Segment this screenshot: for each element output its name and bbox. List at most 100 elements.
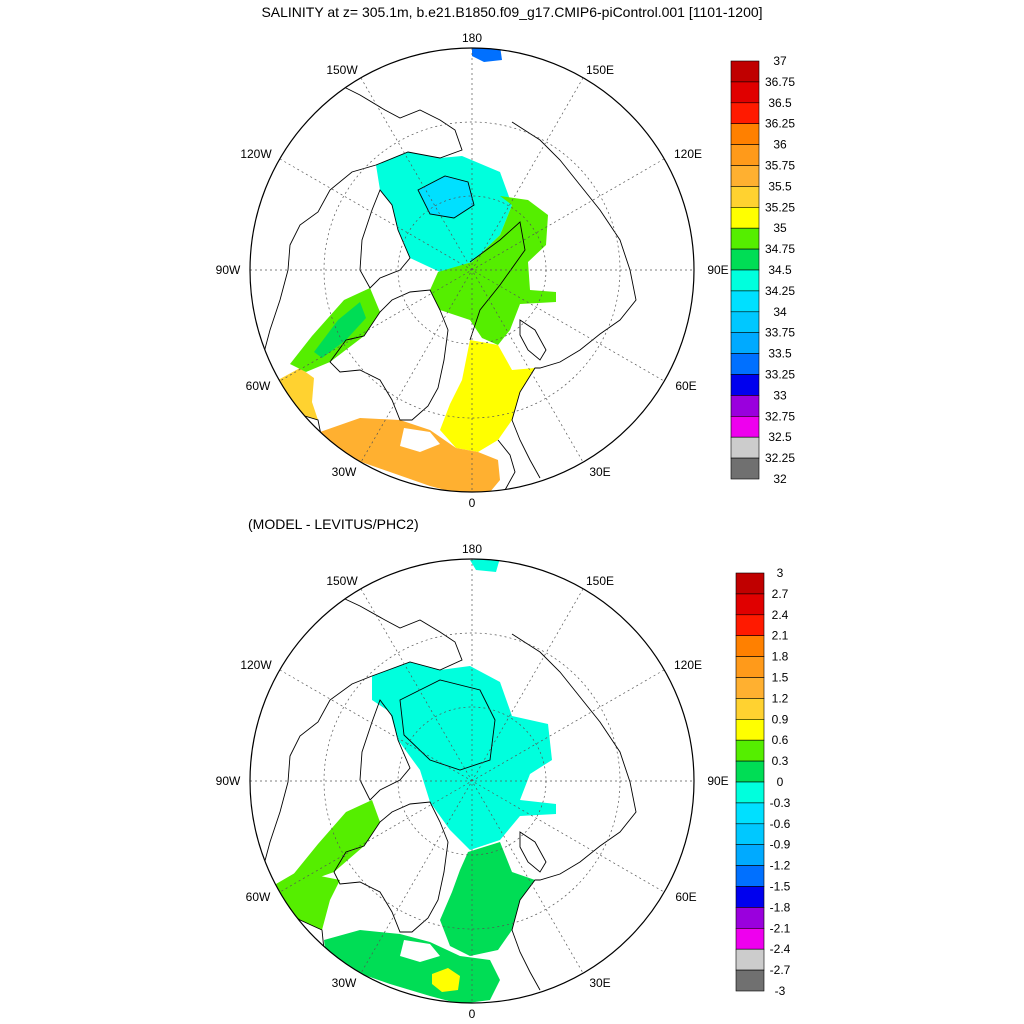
difference-colorbar-box [735, 802, 765, 825]
salinity-colorbar-box [730, 374, 760, 396]
salinity-region-nordic-seas [320, 418, 500, 492]
lon-label-90e: 90E [707, 263, 728, 277]
lon-label-120w-b: 120W [240, 658, 272, 672]
salinity-colorbar-label: 33.5 [768, 347, 792, 361]
lon-label-150w-b: 150W [326, 574, 358, 588]
salinity-colorbar-box [730, 311, 760, 333]
lon-label-90w: 90W [216, 263, 241, 277]
difference-region-canada-basin [372, 662, 556, 850]
lon-label-90w-b: 90W [216, 774, 241, 788]
difference-colorbar-label: 1.5 [772, 671, 789, 685]
difference-colorbar-label: 1.8 [772, 650, 789, 664]
salinity-colorbar-box [730, 353, 760, 375]
difference-colorbar-box [735, 969, 765, 992]
salinity-colorbar-box [730, 436, 760, 459]
salinity-colorbar-box [730, 457, 760, 480]
contour-eurasian [469, 221, 526, 341]
difference-colorbar-box [735, 886, 765, 908]
difference-colorbar-box [735, 614, 765, 636]
coast-eurasia [511, 121, 637, 479]
difference-colorbar-box [735, 635, 765, 657]
difference-colorbar-label: -0.3 [770, 796, 791, 810]
salinity-region-barents-sea [440, 340, 535, 452]
difference-colorbar-box [735, 948, 765, 971]
salinity-region-bering-strait [472, 48, 502, 62]
salinity-region-baffin-bay-inner [314, 302, 366, 358]
difference-region-north-atlantic-patch [432, 968, 460, 992]
lon-label-0: 0 [469, 496, 476, 510]
salinity-colorbar-label: 35.75 [765, 159, 795, 173]
difference-colorbar-label: 2.7 [772, 587, 789, 601]
difference-subtitle: (MODEL - LEVITUS/PHC2) [248, 516, 419, 532]
difference-colorbar-label: -2.1 [770, 921, 791, 935]
difference-colorbar-box [735, 823, 765, 845]
difference-colorbar-label: 0.6 [772, 733, 789, 747]
coast-novaya-zemlya-2 [519, 831, 547, 873]
difference-colorbar-label: 0 [777, 775, 784, 789]
difference-colorbar-box [735, 718, 765, 741]
difference-colorbar-box [735, 844, 765, 866]
salinity-colorbar-box [730, 123, 760, 145]
difference-colorbar-box [735, 865, 765, 887]
salinity-colorbar-label: 33.25 [765, 368, 795, 382]
difference-colorbar-label: 1.2 [772, 691, 789, 705]
lon-label-120e-b: 120E [674, 658, 702, 672]
salinity-land-gap [400, 428, 440, 452]
salinity-colorbar-label: 34.25 [765, 284, 795, 298]
salinity-region-eurasian-basin [430, 196, 556, 345]
lon-label-30e-b: 30E [589, 976, 610, 990]
salinity-colorbar-label: 35.5 [768, 179, 792, 193]
salinity-colorbar-label: 36.5 [768, 96, 792, 110]
figure-title: SALINITY at z= 305.1m, b.e21.B1850.f09_g… [261, 4, 762, 20]
difference-colorbar-label: -0.6 [770, 817, 791, 831]
lon-label-180: 180 [462, 31, 482, 45]
difference-colorbar-label: -0.9 [770, 838, 791, 852]
salinity-map-border [249, 47, 695, 493]
salinity-colorbar-label: 36 [773, 138, 787, 152]
contour-canada-basin [417, 175, 475, 219]
difference-colorbar-label: 3 [777, 566, 784, 580]
salinity-colorbar-box [730, 415, 760, 438]
difference-colorbar-box [735, 907, 765, 929]
difference-graticule [250, 559, 694, 1003]
salinity-graticule [250, 48, 694, 492]
coast-canadian-archipelago [359, 189, 411, 289]
difference-region-barents-sea [440, 842, 535, 956]
difference-colorbar-box [735, 760, 765, 783]
difference-colorbar-label: -1.8 [770, 900, 791, 914]
salinity-colorbar-label: 34 [773, 305, 787, 319]
salinity-colorbar-box [730, 102, 760, 125]
salinity-colorbar-label: 32.25 [765, 451, 795, 465]
coast-canadian-archipelago-2 [359, 699, 411, 801]
salinity-colorbar-label: 35.25 [765, 200, 795, 214]
difference-colorbar-box [735, 781, 765, 804]
difference-colorbar-label: 2.4 [772, 608, 789, 622]
difference-region-bering-strait [470, 559, 500, 572]
lon-label-180-b: 180 [462, 542, 482, 556]
lon-label-90e-b: 90E [707, 774, 728, 788]
salinity-longitude-labels: 180 150E 120E 90E 60E 30E 0 30W 60W 90W … [216, 31, 729, 510]
difference-longitude-labels: 180 150E 120E 90E 60E 30E 0 30W 60W 90W … [216, 542, 729, 1021]
lon-label-60e-b: 60E [675, 890, 696, 904]
lon-label-120w: 120W [240, 147, 272, 161]
salinity-colorbar-label: 36.25 [765, 117, 795, 131]
salinity-colorbar-box [730, 186, 760, 208]
salinity-colorbar-box [730, 395, 760, 417]
coast-scandinavia [497, 439, 516, 491]
difference-colorbar-label: -1.5 [770, 880, 791, 894]
salinity-colorbar-box [730, 165, 760, 187]
salinity-colorbar-label: 37 [773, 54, 787, 68]
salinity-colorbar-label: 34.5 [768, 263, 792, 277]
lon-label-150e: 150E [586, 63, 614, 77]
salinity-colorbar-box [730, 227, 760, 250]
lon-label-0-b: 0 [469, 1007, 476, 1021]
salinity-colorbar-label: 35 [773, 221, 787, 235]
lon-label-150w: 150W [326, 63, 358, 77]
difference-colorbar-box [735, 593, 765, 616]
difference-colorbar-box [735, 677, 765, 699]
salinity-colorbar-box [730, 290, 760, 313]
difference-region-baffin-bay [292, 800, 380, 882]
salinity-colorbar: 37 36.75 36.5 36.25 36 35.75 35.5 35.25 35 34.75 3… [730, 54, 795, 486]
salinity-colorbar-label: 33.75 [765, 326, 795, 340]
